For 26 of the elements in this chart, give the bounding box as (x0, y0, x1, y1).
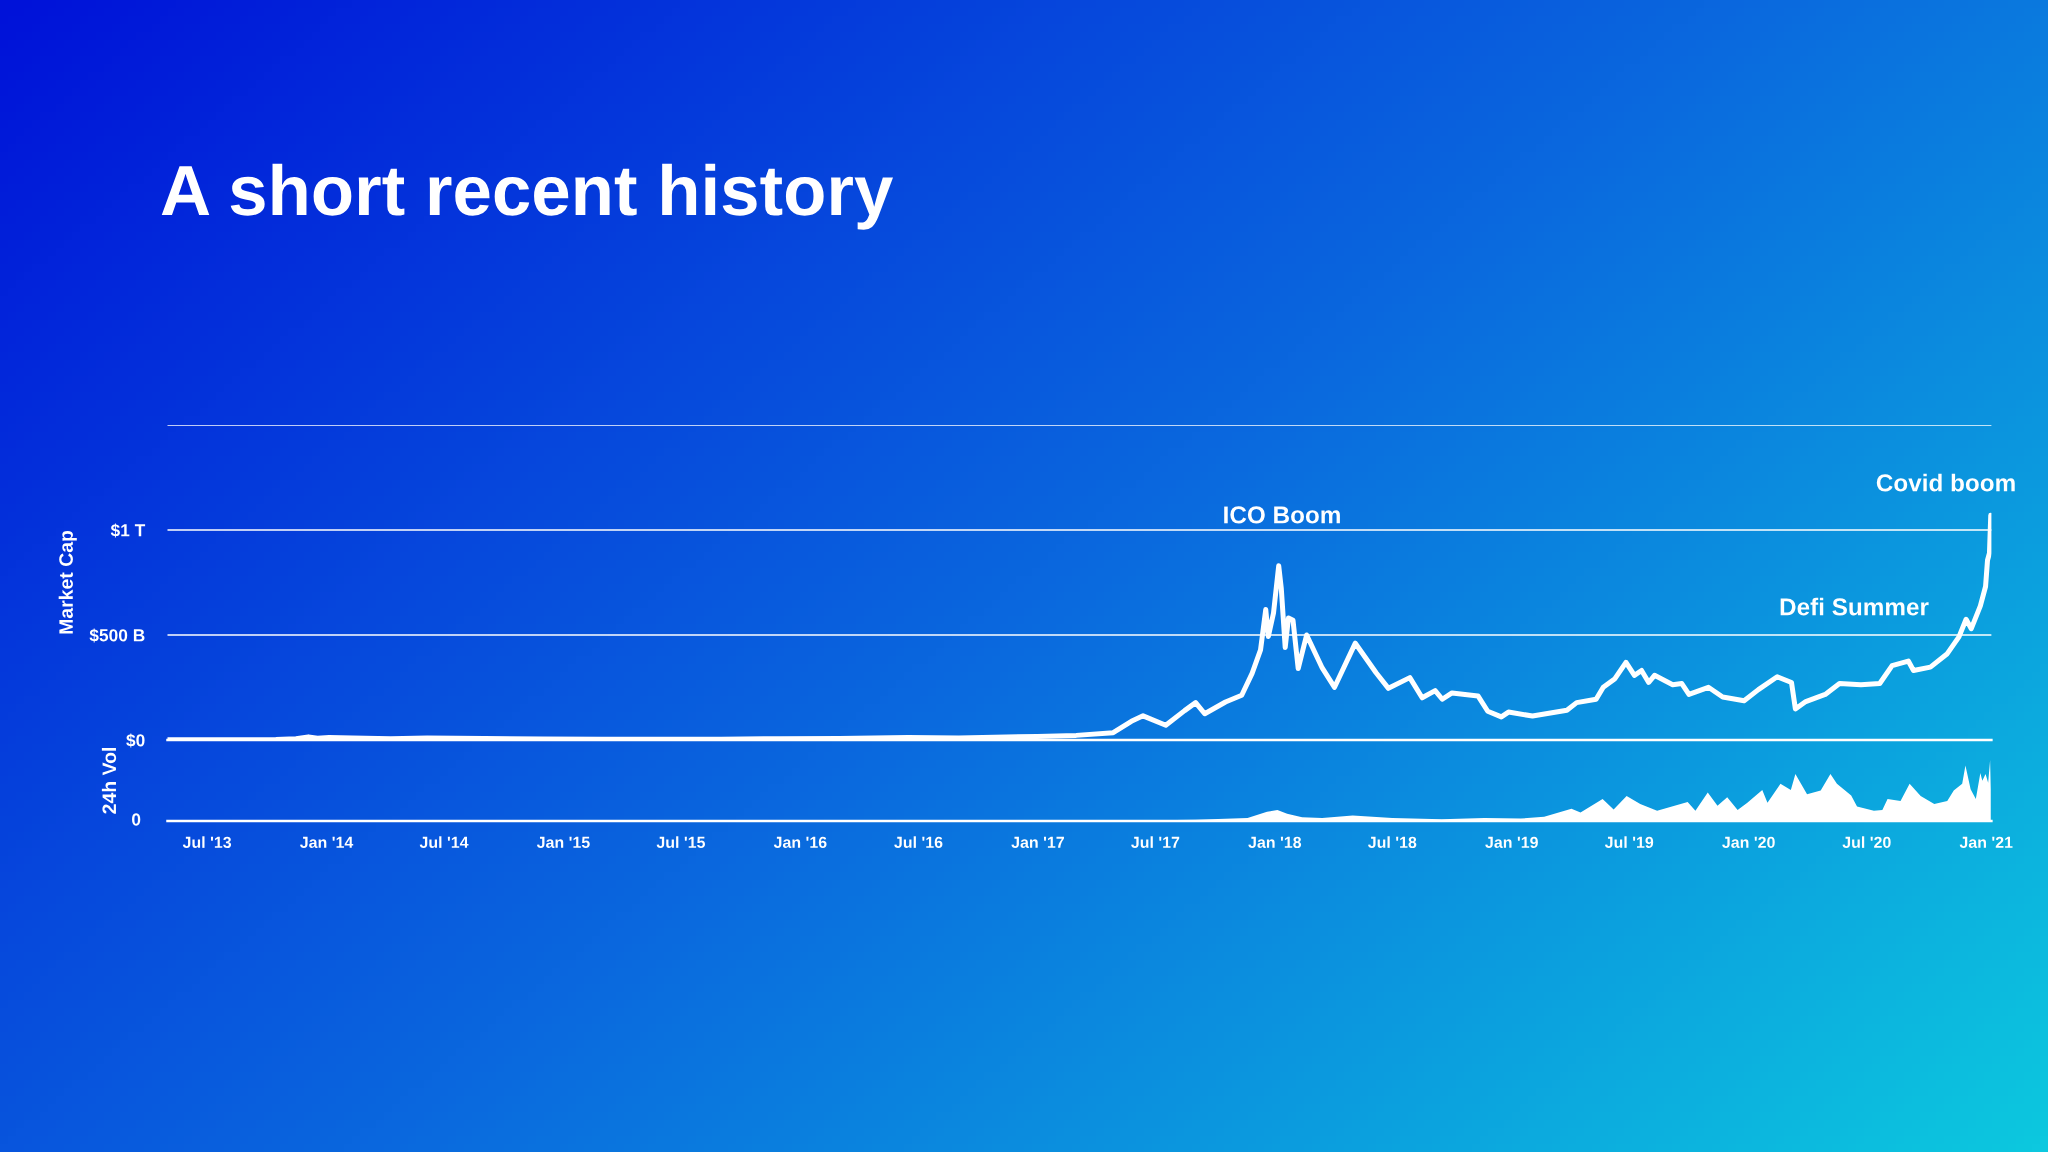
x-tick-label: Jul '19 (1604, 836, 1654, 849)
x-tick-label: Jul '14 (419, 836, 469, 849)
chart-title: A short recent history (161, 163, 893, 230)
x-tick-label: Jan '16 (773, 836, 827, 849)
x-tick-label: Jan '14 (300, 836, 354, 849)
x-tick-label: Jan '18 (1248, 836, 1302, 849)
annotation: Covid boom (1876, 473, 2015, 492)
y-tick-label: $0 (126, 733, 145, 748)
y-axis-title: Market Cap (58, 530, 77, 634)
x-tick-label: Jul '15 (656, 836, 706, 849)
annotation: Defi Summer (1780, 597, 1929, 616)
x-tick-label: Jan '20 (1722, 836, 1775, 849)
x-tick-label: Jul '13 (182, 836, 232, 849)
x-tick-label: Jan '19 (1485, 836, 1538, 849)
x-tick-label: Jan '17 (1011, 836, 1064, 849)
y-axis-title: 24h Vol (101, 748, 117, 814)
x-tick-label: Jul '16 (894, 836, 943, 849)
text: 0 (132, 813, 141, 826)
x-tick-label: Jul '18 (1368, 836, 1417, 849)
x-tick-label: Jul '17 (1131, 836, 1180, 849)
annotation: ICO Boom (1224, 506, 1340, 524)
x-tick-label: Jul '20 (1842, 836, 1891, 849)
x-tick-label: Jan '21 (1959, 836, 2013, 849)
y-tick-label: $500 B (89, 628, 145, 643)
y-tick-label: $1 T (110, 523, 146, 538)
x-tick-label: Jan '15 (536, 836, 590, 849)
